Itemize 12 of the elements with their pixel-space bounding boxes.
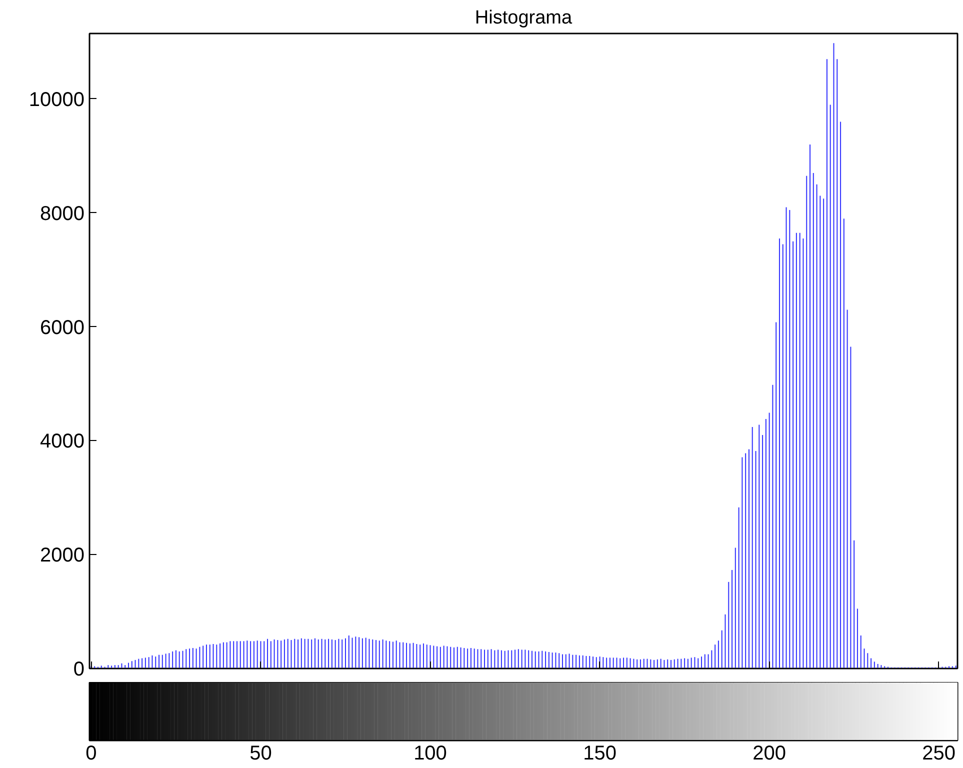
x-tick-label: 50: [250, 742, 272, 764]
x-tick-label: 100: [414, 742, 447, 764]
y-tick-label: 10000: [28, 88, 85, 111]
y-tick-label: 0: [73, 658, 84, 680]
y-tick-label: 6000: [40, 316, 85, 339]
y-tick-label: 4000: [40, 430, 85, 453]
x-tick-label: 200: [752, 742, 786, 764]
y-tick-label: 8000: [40, 202, 85, 225]
x-tick-label: 250: [922, 742, 956, 764]
x-tick-label: 150: [583, 742, 616, 764]
y-tick-label: 2000: [40, 544, 85, 567]
chart-title: Histograma: [474, 8, 573, 28]
